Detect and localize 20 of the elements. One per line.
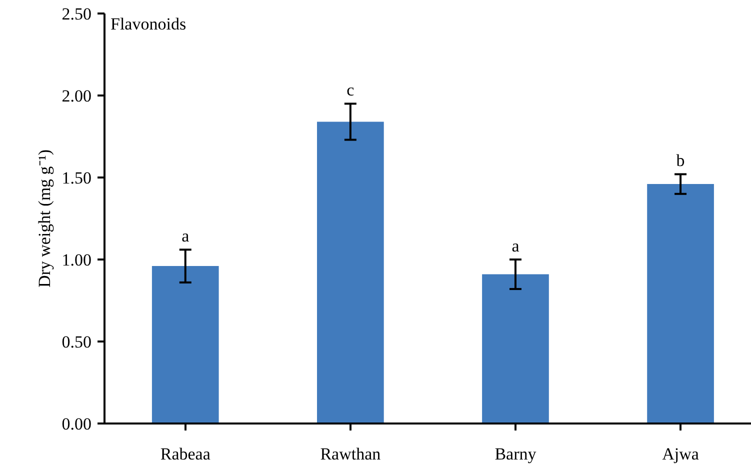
- y-tick-label: 2.50: [62, 4, 92, 24]
- annotation: b: [676, 151, 685, 170]
- annotation: a: [182, 226, 190, 246]
- y-tick-label: 2.00: [62, 86, 92, 106]
- y-tick-label: 1.50: [62, 168, 92, 188]
- x-tick-label: Rabeaa: [160, 444, 211, 464]
- y-axis-title: Dry weight (mg g⁻¹): [34, 149, 54, 288]
- bar: [482, 274, 549, 424]
- bar: [152, 266, 219, 424]
- x-tick-label: Ajwa: [662, 444, 700, 464]
- x-tick-label: Barny: [494, 444, 537, 464]
- y-tick-label: 1.00: [62, 250, 92, 270]
- bar: [647, 184, 714, 424]
- bar: [317, 122, 384, 424]
- annotation: c: [346, 80, 355, 100]
- y-tick-label: 0.50: [62, 332, 92, 352]
- annotation: a: [512, 236, 520, 256]
- y-tick-label: 0.00: [62, 414, 92, 434]
- chart-title: Flavonoids: [110, 14, 186, 34]
- x-tick-label: Rawthan: [320, 444, 382, 464]
